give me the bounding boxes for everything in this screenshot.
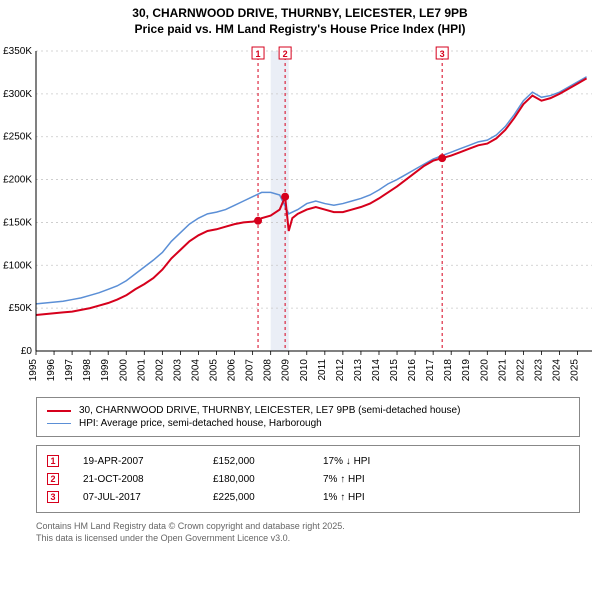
legend: 30, CHARNWOOD DRIVE, THURNBY, LEICESTER,… [36, 397, 580, 437]
chart-area: £0 £50K £100K £150K £200K £250K £300K £350K 1995… [0, 41, 600, 391]
title-line-1: 30, CHARNWOOD DRIVE, THURNBY, LEICESTER,… [0, 6, 600, 22]
chart-svg: £0 £50K £100K £150K £200K £250K £300K £350K 1995… [0, 41, 600, 391]
svg-text:£350K: £350K [3, 46, 32, 57]
svg-text:3: 3 [440, 49, 445, 59]
svg-text:2011: 2011 [317, 359, 328, 381]
svg-text:2007: 2007 [245, 359, 256, 382]
svg-text:2016: 2016 [407, 359, 418, 382]
legend-swatch [47, 423, 71, 425]
svg-text:£100K: £100K [3, 260, 32, 271]
svg-text:2015: 2015 [389, 359, 400, 382]
event-marker: 3 [47, 491, 59, 503]
svg-text:£0: £0 [21, 346, 33, 357]
legend-item: 30, CHARNWOOD DRIVE, THURNBY, LEICESTER,… [47, 404, 569, 417]
event-date: 07-JUL-2017 [83, 492, 213, 503]
svg-text:2014: 2014 [371, 359, 382, 382]
svg-text:2018: 2018 [443, 359, 454, 382]
svg-text:2003: 2003 [172, 359, 183, 382]
events-table: 1 19-APR-2007£152,00017% ↓ HPI 2 21-OCT-200… [36, 445, 580, 513]
footer-line-1: Contains HM Land Registry data © Crown c… [36, 521, 580, 533]
svg-text:2020: 2020 [479, 359, 490, 382]
svg-text:2021: 2021 [497, 359, 508, 382]
svg-text:2005: 2005 [209, 359, 220, 382]
svg-text:2025: 2025 [570, 359, 581, 382]
svg-text:2010: 2010 [299, 359, 310, 382]
event-diff: 7% ↑ HPI [323, 474, 423, 485]
title-line-2: Price paid vs. HM Land Registry's House … [0, 22, 600, 38]
event-price: £152,000 [213, 456, 323, 467]
event-date: 21-OCT-2008 [83, 474, 213, 485]
event-row: 2 21-OCT-2008£180,0007% ↑ HPI [47, 470, 569, 488]
footer-attribution: Contains HM Land Registry data © Crown c… [36, 521, 580, 544]
svg-text:2017: 2017 [425, 359, 436, 382]
svg-text:1997: 1997 [64, 359, 75, 382]
svg-text:1995: 1995 [28, 359, 39, 382]
event-price: £180,000 [213, 474, 323, 485]
svg-text:£250K: £250K [3, 132, 32, 143]
event-row: 1 19-APR-2007£152,00017% ↓ HPI [47, 452, 569, 470]
svg-text:2: 2 [283, 49, 288, 59]
event-price: £225,000 [213, 492, 323, 503]
svg-text:2002: 2002 [154, 359, 165, 382]
svg-text:2000: 2000 [118, 359, 129, 382]
event-row: 3 07-JUL-2017£225,0001% ↑ HPI [47, 488, 569, 506]
svg-text:2012: 2012 [335, 359, 346, 382]
svg-text:2019: 2019 [461, 359, 472, 382]
svg-text:1: 1 [256, 49, 261, 59]
svg-text:1999: 1999 [100, 359, 111, 382]
svg-text:£50K: £50K [9, 303, 33, 314]
legend-swatch [47, 410, 71, 412]
svg-text:2013: 2013 [353, 359, 364, 382]
event-marker: 2 [47, 473, 59, 485]
svg-text:1996: 1996 [46, 359, 57, 382]
svg-text:£200K: £200K [3, 175, 32, 186]
event-marker: 1 [47, 455, 59, 467]
footer-line-2: This data is licensed under the Open Gov… [36, 533, 580, 545]
svg-text:2006: 2006 [227, 359, 238, 382]
svg-text:2024: 2024 [552, 359, 563, 382]
svg-text:1998: 1998 [82, 359, 93, 382]
svg-text:2023: 2023 [533, 359, 544, 382]
legend-item: HPI: Average price, semi-detached house,… [47, 417, 569, 430]
event-date: 19-APR-2007 [83, 456, 213, 467]
svg-text:£150K: £150K [3, 218, 32, 229]
legend-label: 30, CHARNWOOD DRIVE, THURNBY, LEICESTER,… [79, 405, 460, 416]
svg-text:2004: 2004 [190, 359, 201, 382]
svg-text:2009: 2009 [281, 359, 292, 382]
svg-text:2001: 2001 [136, 359, 147, 382]
svg-text:2022: 2022 [515, 359, 526, 382]
chart-title: 30, CHARNWOOD DRIVE, THURNBY, LEICESTER,… [0, 0, 600, 41]
event-diff: 1% ↑ HPI [323, 492, 423, 503]
event-diff: 17% ↓ HPI [323, 456, 423, 467]
svg-text:2008: 2008 [263, 359, 274, 382]
svg-text:£300K: £300K [3, 89, 32, 100]
legend-label: HPI: Average price, semi-detached house,… [79, 418, 322, 429]
